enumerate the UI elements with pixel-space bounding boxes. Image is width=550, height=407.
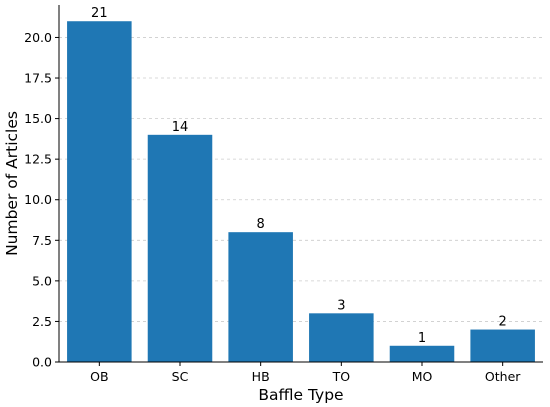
- bar-value-label: 14: [172, 120, 189, 135]
- y-axis-ticks: 0.0 2.5 5.0 7.5 10.0 12.5 15.0 17.5 20.0: [24, 30, 59, 370]
- y-tick-label: 10.0: [24, 192, 52, 207]
- x-tick-label: SC: [172, 369, 189, 384]
- y-tick-label: 0.0: [32, 355, 52, 370]
- bar-other: [470, 329, 535, 362]
- x-tick-label: Other: [485, 369, 521, 384]
- bar-value-label: 8: [257, 217, 265, 232]
- bar-value-label: 2: [499, 315, 507, 330]
- y-tick-label: 7.5: [32, 233, 52, 248]
- bar-to: [309, 313, 374, 362]
- bars: [67, 21, 535, 363]
- gridlines: [59, 37, 543, 322]
- y-tick-label: 2.5: [32, 314, 52, 329]
- bar-value-label: 21: [91, 6, 108, 21]
- bar-hb: [228, 232, 293, 362]
- bar-sc: [147, 134, 213, 362]
- y-tick-label: 12.5: [24, 152, 52, 167]
- bar-value-label: 1: [418, 331, 426, 346]
- x-axis-title: Baffle Type: [258, 386, 343, 404]
- y-tick-label: 20.0: [24, 30, 52, 45]
- axes: [58, 5, 543, 363]
- x-tick-label: HB: [252, 369, 270, 384]
- bar-ob: [67, 21, 132, 363]
- x-tick-label: TO: [332, 369, 351, 384]
- x-axis-ticks: OB SC HB TO MO Other: [90, 362, 521, 384]
- y-axis-title: Number of Articles: [3, 111, 21, 256]
- y-tick-label: 5.0: [32, 273, 52, 288]
- bar-value-label: 3: [337, 298, 345, 313]
- y-tick-label: 17.5: [24, 71, 52, 86]
- x-tick-label: OB: [90, 369, 108, 384]
- y-tick-label: 15.0: [24, 111, 52, 126]
- x-tick-label: MO: [412, 369, 433, 384]
- bar-value-labels: 21 14 8 3 1 2: [91, 6, 507, 346]
- bar-mo: [389, 345, 455, 362]
